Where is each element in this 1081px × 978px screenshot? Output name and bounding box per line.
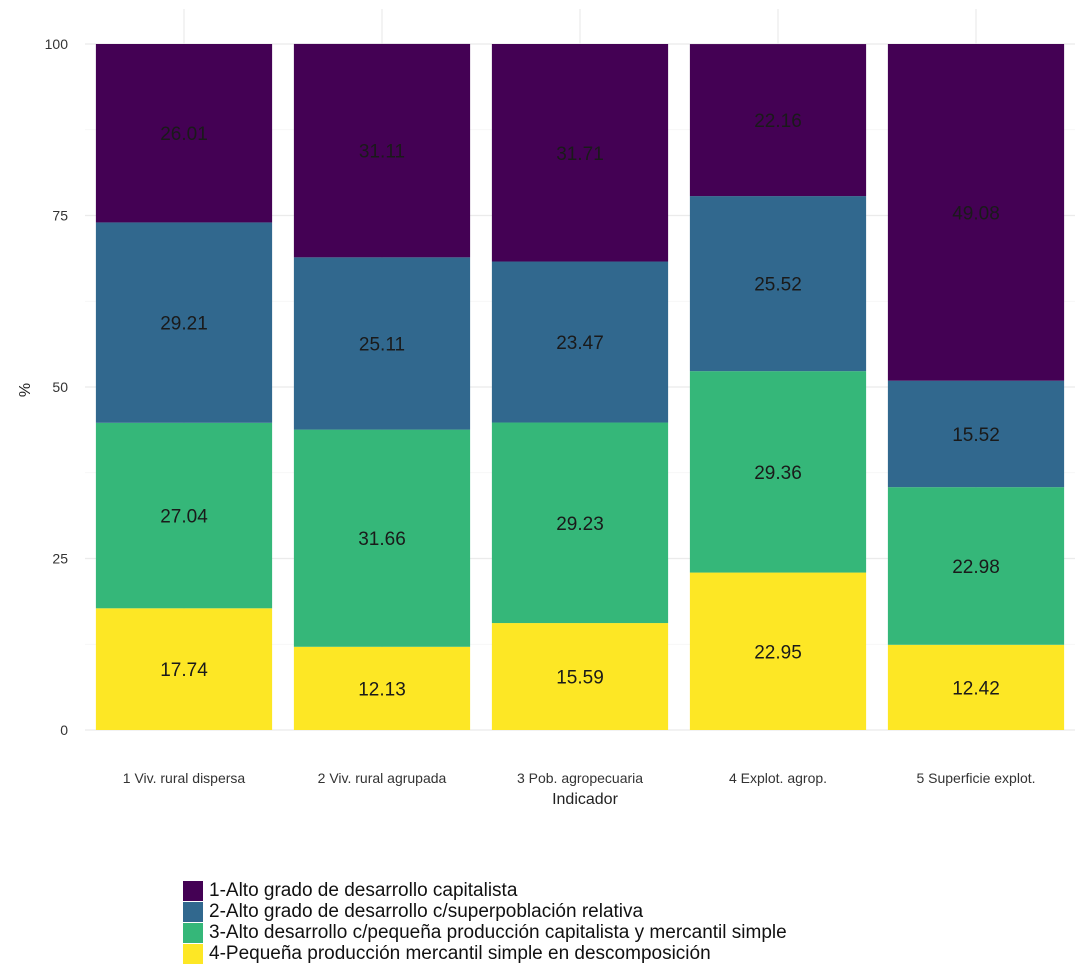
bar-value-label: 22.98 [952,557,1000,578]
legend-item: 4-Pequeña producción mercantil simple en… [183,943,787,964]
x-tick-label: 5 Superficie explot. [916,770,1035,786]
y-tick-label: 100 [45,36,69,52]
bar-segment [293,43,471,258]
x-tick-label: 2 Viv. rural agrupada [318,770,447,786]
bar-value-label: 12.42 [952,678,1000,699]
bar-value-label: 12.13 [358,679,406,700]
legend-label: 1-Alto grado de desarrollo capitalista [209,879,518,901]
y-tick-label: 75 [52,208,68,224]
legend-swatch [183,901,203,922]
bar-segment [887,487,1065,645]
legend-item: 3-Alto desarrollo c/pequeña producción c… [183,922,787,943]
legend-item: 2-Alto grado de desarrollo c/superpoblac… [183,901,787,922]
x-tick-label: 1 Viv. rural dispersa [123,770,246,786]
legend-label: 4-Pequeña producción mercantil simple en… [209,942,711,964]
bar-segment [491,261,669,423]
legend-swatch [183,880,203,901]
bar-value-label: 31.66 [358,529,406,550]
bar-segment [491,422,669,624]
bar-segment [887,44,1065,381]
bar-value-label: 29.23 [556,514,604,535]
chart-plot: 17.74 27.04 29.21 26.01 12.13 31.66 25.11 31.11… [17,9,1075,808]
bar-value-label: 15.59 [556,668,604,689]
bar-value-label: 25.52 [754,275,802,296]
bar-segment [95,422,273,609]
bar-segment [491,623,669,730]
axis-layer: 0 25 50 75 100 1 Viv. rural dispersa 2 Viv. ru… [45,36,1036,786]
bar-segment [689,44,867,197]
legend-item: 1-Alto grado de desarrollo capitalista [183,880,787,901]
bar-value-label: 31.11 [359,142,405,163]
x-axis-title: Indicador [552,791,618,808]
bar-value-label: 22.16 [754,111,802,132]
bar-value-label: 25.11 [359,334,405,355]
y-tick-label: 50 [52,379,68,395]
bar-segment [293,429,471,647]
bar-segment [95,222,273,423]
y-axis-title: % [17,383,34,397]
legend-swatch [183,943,203,964]
bar-value-label: 17.74 [160,660,208,681]
legend-label: 3-Alto desarrollo c/pequeña producción c… [209,921,787,943]
bars-layer [95,43,1065,730]
bar-segment [95,44,273,223]
legend-label: 2-Alto grado de desarrollo c/superpoblac… [209,900,644,922]
bar-value-label: 31.71 [556,144,604,165]
bar-segment [293,257,471,430]
bar-value-label: 26.01 [160,124,208,145]
bar-segment [887,380,1065,488]
y-tick-label: 25 [52,551,68,567]
legend-swatch [183,922,203,943]
bar-segment [689,572,867,730]
bar-segment [95,608,273,730]
bar-value-label: 49.08 [952,203,1000,224]
bar-segment [689,371,867,573]
bar-value-label: 22.95 [754,642,802,663]
bar-value-label: 29.21 [160,314,208,335]
bar-value-label: 15.52 [952,425,1000,446]
bar-segment [293,646,471,730]
y-tick-label: 0 [60,722,68,738]
bar-value-label: 29.36 [754,463,802,484]
labels-layer: 17.74 27.04 29.21 26.01 12.13 31.66 25.11 31.11… [160,111,1000,700]
bar-value-label: 23.47 [556,333,604,354]
bar-segment [491,44,669,262]
bar-value-label: 27.04 [160,507,208,528]
x-tick-label: 4 Explot. agrop. [729,770,827,786]
bar-segment [887,644,1065,730]
bar-segment [689,196,867,372]
legend: 1-Alto grado de desarrollo capitalista 2-… [183,880,787,964]
x-tick-label: 3 Pob. agropecuaria [517,770,643,786]
